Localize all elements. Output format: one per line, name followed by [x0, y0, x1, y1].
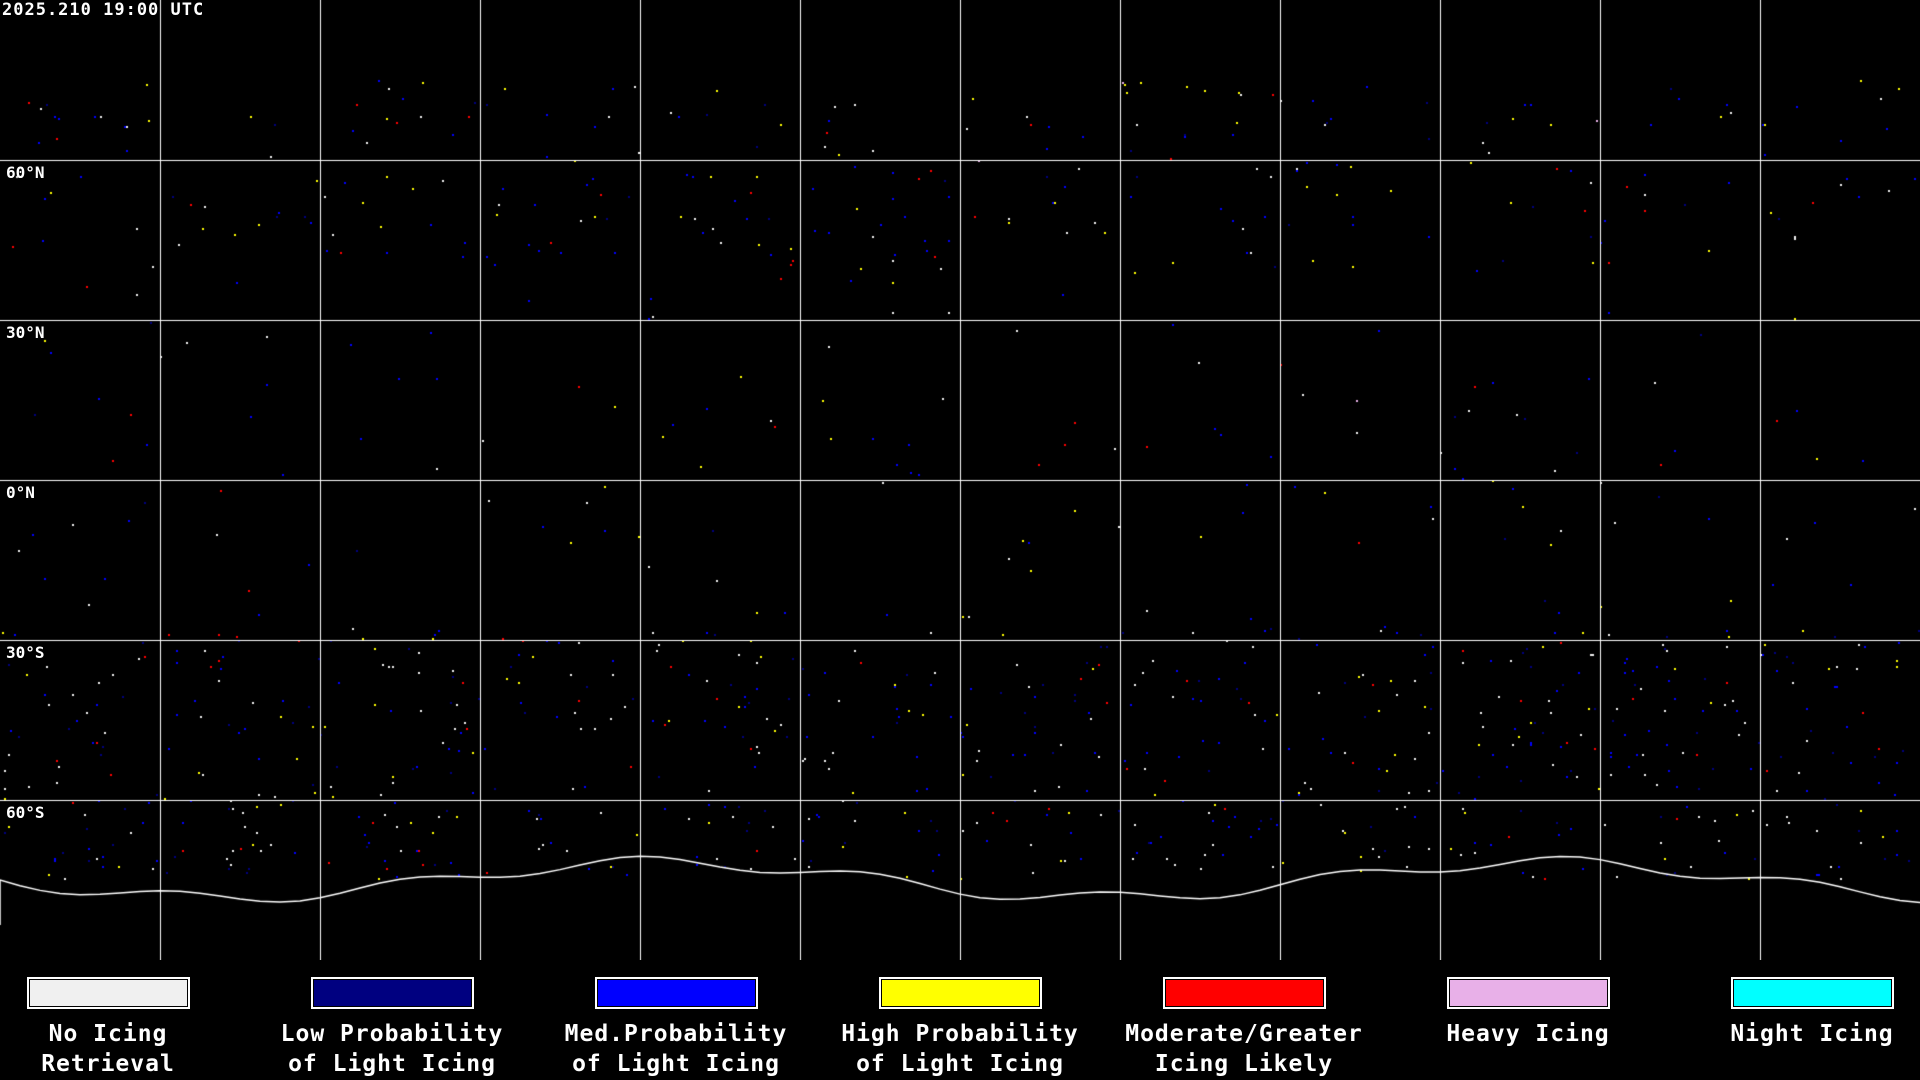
- legend-label: Moderate/Greater Icing Likely: [1125, 1021, 1363, 1077]
- legend-item-high-probability: High Probability of Light Icing: [818, 977, 1102, 1079]
- legend-item-low-probability: Low Probability of Light Icing: [250, 977, 534, 1079]
- lat-label-30n: 30°N: [6, 323, 45, 342]
- legend-label: Low Probability of Light Icing: [280, 1021, 504, 1077]
- legend-item-heavy-icing: Heavy Icing: [1386, 977, 1670, 1049]
- icing-map-canvas: [0, 0, 1920, 960]
- legend-label: Heavy Icing: [1446, 1021, 1610, 1047]
- legend-swatch: [1730, 977, 1894, 1009]
- legend-swatch: [1162, 977, 1326, 1009]
- legend-item-night-icing: Night Icing: [1670, 977, 1920, 1049]
- legend: No Icing Retrieval Low Probability of Li…: [0, 960, 1920, 1080]
- legend-swatch: [594, 977, 758, 1009]
- legend-swatch: [1446, 977, 1610, 1009]
- legend-item-moderate-greater: Moderate/Greater Icing Likely: [1102, 977, 1386, 1079]
- lat-label-0n: 0°N: [6, 483, 35, 502]
- icing-map: [0, 0, 1920, 960]
- legend-label: High Probability of Light Icing: [841, 1021, 1079, 1077]
- lat-label-60s: 60°S: [6, 803, 45, 822]
- timestamp: 2025.210 19:00 UTC: [2, 0, 205, 20]
- legend-item-no-icing: No Icing Retrieval: [0, 977, 250, 1079]
- lat-label-60n: 60°N: [6, 163, 45, 182]
- legend-label: No Icing Retrieval: [41, 1021, 175, 1077]
- legend-swatch: [310, 977, 474, 1009]
- legend-label: Night Icing: [1730, 1021, 1894, 1047]
- legend-swatch: [26, 977, 190, 1009]
- legend-item-med-probability: Med.Probability of Light Icing: [534, 977, 818, 1079]
- lat-label-30s: 30°S: [6, 643, 45, 662]
- legend-label: Med.Probability of Light Icing: [564, 1021, 788, 1077]
- legend-swatch: [878, 977, 1042, 1009]
